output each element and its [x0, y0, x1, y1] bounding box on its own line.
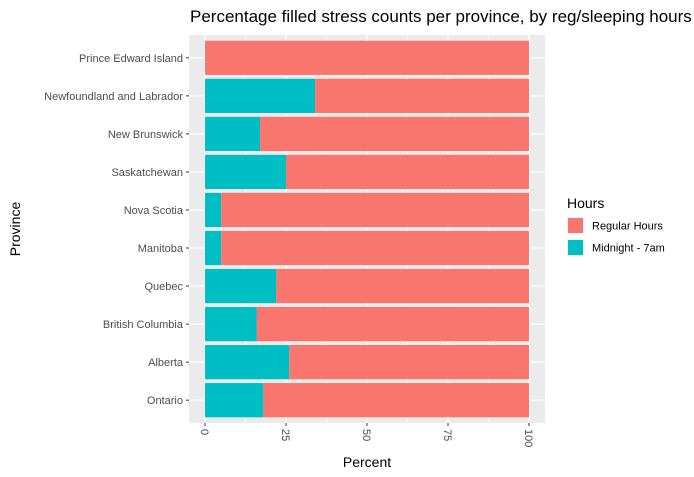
bar-segment — [221, 192, 529, 228]
bar-segment — [315, 78, 529, 113]
x-tick-label: 100 — [522, 429, 534, 447]
y-tick-label: Newfoundland and Labrador — [44, 91, 183, 103]
y-axis-tick-labels: Prince Edward Island Newfoundland and Lab… — [44, 53, 189, 407]
y-tick-label: Saskatchewan — [111, 167, 183, 179]
x-tick-label: 50 — [360, 429, 372, 441]
legend-key — [568, 240, 583, 255]
x-tick-label: 0 — [198, 429, 210, 435]
legend-title: Hours — [567, 195, 604, 211]
chart-title: Percentage filled stress counts per prov… — [190, 7, 692, 26]
y-tick-label: Manitoba — [138, 243, 184, 255]
bar-segment — [263, 383, 529, 418]
x-axis-tick-labels: 0 25 50 75 100 — [198, 423, 534, 447]
y-tick-label: British Columbia — [103, 319, 184, 331]
bar-segment — [205, 383, 264, 418]
bar-segment — [205, 116, 261, 152]
bar-segment — [205, 78, 316, 113]
legend-label: Regular Hours — [592, 221, 663, 233]
y-tick-label: Ontario — [147, 395, 183, 407]
y-tick-label: New Brunswick — [108, 129, 184, 141]
bar-segment — [205, 40, 529, 75]
bar-segment — [205, 268, 277, 304]
bar-segment — [289, 345, 529, 380]
bar-segment — [260, 116, 529, 152]
y-axis-title: Province — [7, 202, 23, 257]
y-tick-label: Nova Scotia — [124, 205, 184, 217]
bar-segment — [286, 154, 529, 190]
y-tick-label: Prince Edward Island — [79, 53, 183, 65]
bar-segment — [205, 192, 222, 228]
bars — [205, 40, 529, 418]
x-tick-label: 25 — [279, 429, 291, 441]
bar-segment — [276, 268, 529, 304]
bar-segment — [256, 306, 529, 342]
x-axis-title: Percent — [343, 454, 391, 470]
legend-label: Midnight - 7am — [592, 243, 665, 255]
bar-segment — [205, 306, 257, 342]
bar-segment — [205, 230, 222, 266]
bar-segment — [221, 230, 529, 266]
bar-segment — [205, 345, 290, 380]
x-tick-label: 75 — [441, 429, 453, 441]
y-tick-label: Quebec — [144, 281, 183, 293]
bar-segment — [205, 154, 287, 190]
y-tick-label: Alberta — [148, 357, 184, 369]
legend-key — [568, 218, 583, 233]
legend: Hours Regular Hours Midnight - 7am — [567, 195, 665, 256]
